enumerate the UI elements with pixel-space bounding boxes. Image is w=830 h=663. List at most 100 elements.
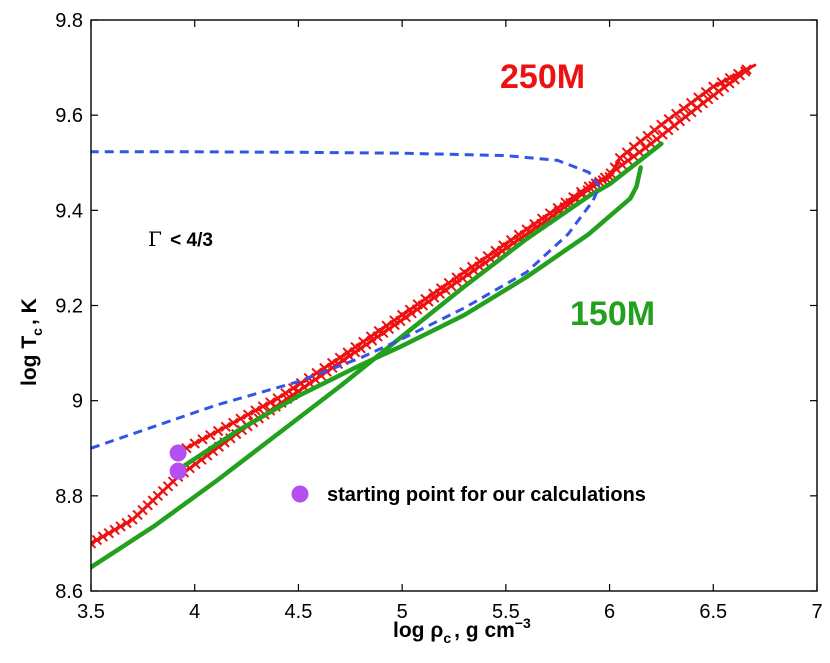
series-m250-marker: [716, 77, 727, 88]
series-m250-marker: [482, 250, 493, 262]
x-axis-label-sub: c: [443, 630, 451, 646]
y-tick-label: 9.6: [55, 105, 83, 127]
series-m250-marker: [212, 425, 224, 437]
series-m250-marker: [552, 202, 563, 214]
y-axis-label: log Tc , K: [18, 298, 45, 386]
series-m250-marker: [451, 272, 462, 283]
series-m250-marker: [622, 155, 634, 166]
series-m250-marker: [536, 213, 548, 224]
series-m250-marker: [693, 92, 704, 103]
series-m250-marker: [265, 397, 276, 408]
series-m250-marker: [396, 309, 408, 321]
x-tick-label: 5.5: [492, 601, 520, 623]
y-tick-label: 8.6: [55, 581, 83, 603]
series-m250-marker: [678, 103, 689, 114]
ticks-layer: 3.5 4 4.5 5 5.5 6 6.5 7 8.6 8.8 9 9.2 9.4 9.6 9.8: [55, 10, 822, 623]
x-tick-label: 5: [397, 601, 408, 623]
series-m250-marker: [295, 377, 307, 389]
series-m250-marker: [365, 331, 377, 342]
series-m250-marker: [235, 413, 246, 424]
series-m250-marker: [91, 534, 103, 546]
series-m250-marker: [459, 266, 470, 278]
series-m250-marker: [656, 119, 667, 130]
start-point-marker: [169, 444, 187, 462]
series-m250-marker: [189, 438, 200, 449]
x-axis-label-sup: −3: [515, 615, 531, 631]
series-m250-marker: [560, 197, 571, 208]
y-axis-label-sub: c: [29, 328, 45, 336]
y-tick-label: 9.4: [55, 200, 83, 222]
series-m250-marker: [272, 393, 283, 404]
series-m250-marker: [529, 218, 540, 230]
series-m250-marker: [575, 186, 587, 198]
series-m250-marker: [513, 229, 525, 240]
series-m250-marker: [628, 151, 640, 162]
legend-label: starting point for our calculations: [327, 484, 646, 506]
series-m250-marker: [568, 191, 579, 203]
series-layer: [91, 63, 757, 570]
y-axis-label-main: log T: [18, 336, 41, 386]
x-tick-label: 6.5: [699, 601, 727, 623]
series-m250-marker: [505, 234, 517, 246]
series-m250-marker: [404, 304, 416, 315]
x-tick-label: 7: [811, 601, 822, 623]
start-point-marker: [169, 462, 187, 480]
series-m250-marker: [358, 336, 369, 348]
x-tick-label: 3.5: [77, 601, 105, 623]
series-m250-marker: [544, 208, 556, 219]
series-m250-marker: [609, 162, 621, 173]
series-m250-marker: [420, 293, 431, 305]
series-m250-marker: [498, 240, 509, 251]
series-m250-marker: [197, 434, 208, 445]
series-gamma_boundary-line: [91, 150, 601, 450]
series-m250-marker: [466, 261, 478, 273]
x-axis-label-main: log ρ: [393, 619, 443, 642]
series-m150-line: [175, 165, 643, 472]
series-m250-marker: [250, 405, 261, 416]
annotation-250m: 250M: [500, 58, 585, 96]
series-m250-marker: [373, 325, 385, 337]
series-m250-marker: [670, 108, 682, 120]
series-m250-marker: [724, 72, 736, 84]
x-axis-label-unit: , g cm: [454, 619, 515, 642]
series-m250-marker: [103, 527, 115, 539]
y-tick-label: 8.8: [55, 486, 83, 508]
y-tick-label: 9.2: [55, 296, 83, 318]
series-m250-marker: [521, 224, 532, 235]
gamma-symbol: Γ: [148, 227, 162, 251]
series-m250-marker: [334, 352, 346, 364]
series-m250-marker: [381, 320, 392, 331]
series-m250-marker: [474, 256, 486, 267]
series-m250-marker: [342, 347, 353, 358]
series-m250-marker: [428, 288, 439, 299]
x-tick-label: 6: [604, 601, 615, 623]
annotation-150m: 150M: [570, 295, 655, 333]
y-tick-label: 9.8: [55, 10, 83, 32]
series-m250-marker: [311, 367, 322, 379]
x-tick-label: 4: [189, 601, 200, 623]
series-m250-marker: [91, 538, 97, 549]
series-m250-marker: [242, 409, 254, 420]
start-points-layer: [169, 444, 187, 480]
series-m250-marker: [389, 315, 400, 326]
series-m250-marker: [220, 421, 232, 433]
series-m250-marker: [205, 429, 216, 441]
series-m250-marker: [640, 142, 651, 154]
series-m250-marker: [227, 417, 239, 429]
series-m250-marker: [700, 86, 712, 98]
series-m250-marker: [97, 531, 109, 542]
series-m250-marker: [732, 68, 744, 80]
series-m250-marker: [490, 245, 501, 257]
gamma-annotation: Γ < 4/3: [148, 227, 213, 251]
y-axis-label-unit: , K: [18, 298, 41, 325]
series-m250-marker: [708, 81, 719, 92]
series-m250-marker: [597, 174, 608, 186]
series-m250-marker: [326, 357, 338, 369]
x-axis-label: log ρc, g cm−3: [393, 615, 531, 646]
series-m250-marker: [257, 401, 269, 412]
x-tick-label: 4.5: [285, 601, 313, 623]
series-m250-marker: [412, 299, 423, 310]
series-m250-marker: [115, 521, 126, 532]
series-m250-marker: [741, 64, 752, 75]
